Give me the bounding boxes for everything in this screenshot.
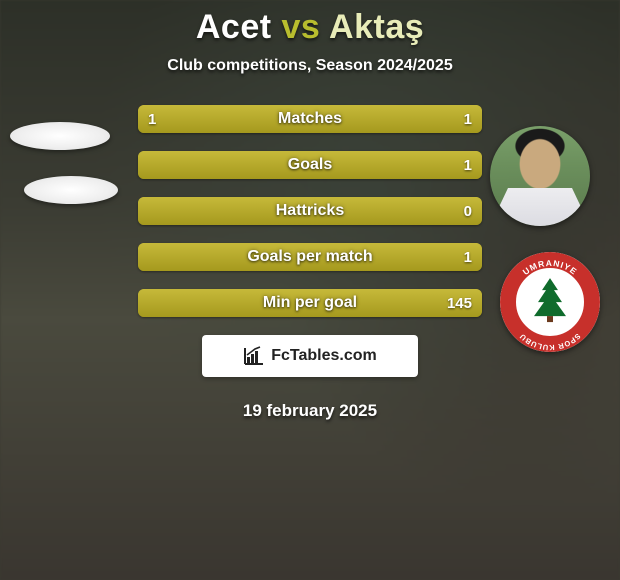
bar-fill-right [138,197,482,225]
bar-value-right: 0 [464,197,472,225]
bar-fill-right [310,105,482,133]
bar-value-left: 1 [148,105,156,133]
page-title: Acet vs Aktaş [0,8,620,47]
svg-text:UMRANIYE: UMRANIYE [521,258,580,277]
date-label: 19 february 2025 [0,401,620,421]
bar-row: Goals1 [138,151,482,179]
chart-icon [243,346,265,366]
player1-name: Acet [196,8,272,46]
fctables-badge: FcTables.com [202,335,418,377]
player2-name: Aktaş [329,8,424,46]
bar-fill-right [138,243,482,271]
bar-value-right: 145 [447,289,472,317]
player1-club-placeholder [24,176,118,204]
fctables-text: FcTables.com [271,347,377,365]
bar-value-right: 1 [464,151,472,179]
bar-fill-left [138,105,310,133]
bar-row: Goals per match1 [138,243,482,271]
bar-value-right: 1 [464,105,472,133]
vs-label: vs [282,8,321,46]
bar-row: Hattricks0 [138,197,482,225]
bar-row: Min per goal145 [138,289,482,317]
subtitle: Club competitions, Season 2024/2025 [0,57,620,75]
infographic-container: Acet vs Aktaş Club competitions, Season … [0,0,620,580]
bar-row: Matches11 [138,105,482,133]
player1-avatar-placeholder [10,122,110,150]
bar-fill-right [138,289,482,317]
bar-value-right: 1 [464,243,472,271]
svg-text:SPOR KULUBU: SPOR KULUBU [518,332,583,352]
player2-avatar [490,126,590,226]
player2-club-badge: UMRANIYE SPOR KULUBU [500,252,600,352]
bar-fill-right [138,151,482,179]
comparison-bars: Matches11Goals1Hattricks0Goals per match… [138,105,482,317]
tree-icon [528,276,572,324]
